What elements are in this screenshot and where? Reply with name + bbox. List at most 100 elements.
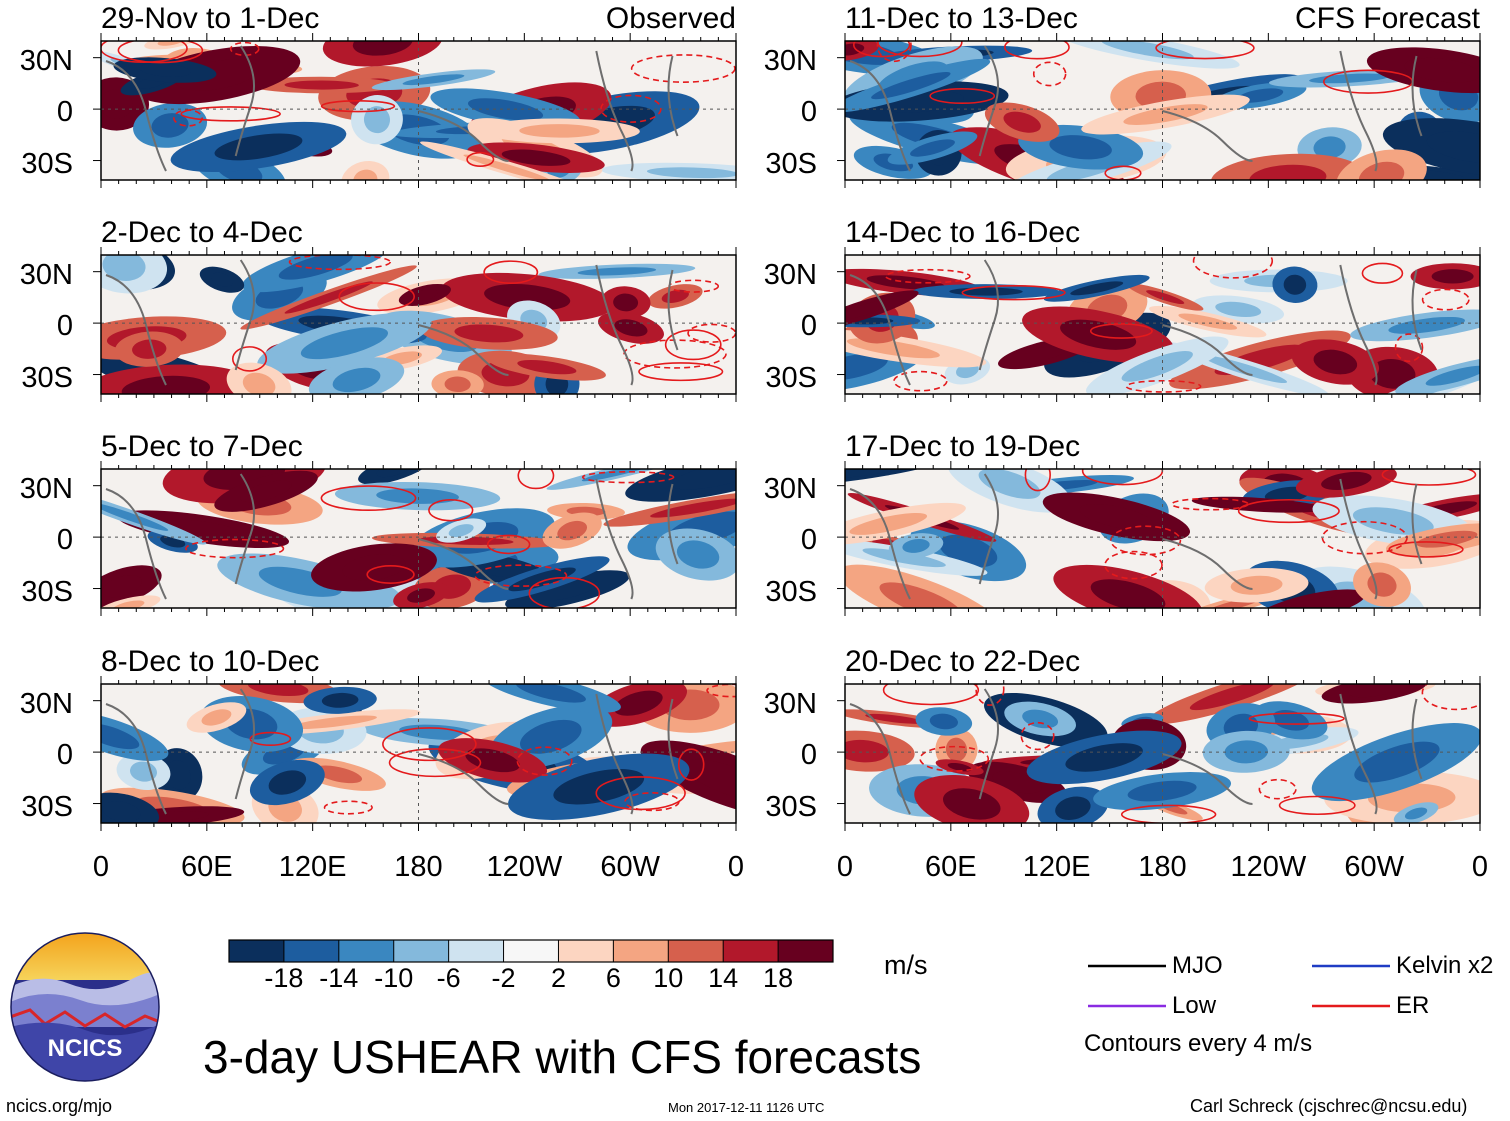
shear-core bbox=[101, 89, 133, 119]
colorbar-swatch bbox=[448, 940, 505, 962]
colorbar-swatch bbox=[778, 940, 834, 962]
coastline bbox=[978, 473, 1000, 585]
coastline bbox=[1339, 693, 1378, 815]
shear-core bbox=[376, 488, 459, 504]
colorbar-swatch bbox=[613, 940, 669, 962]
lon-label: 0 bbox=[1471, 851, 1489, 883]
shear-core bbox=[247, 684, 309, 697]
er-contour bbox=[180, 106, 281, 122]
coastline bbox=[595, 264, 634, 386]
shear-core bbox=[536, 579, 599, 601]
coastline bbox=[849, 703, 911, 815]
er-contour bbox=[884, 268, 971, 284]
er-contour bbox=[382, 727, 477, 762]
shear-core bbox=[284, 281, 373, 314]
er-contour bbox=[1020, 721, 1055, 751]
shear-core bbox=[1431, 269, 1474, 284]
panel-field bbox=[845, 469, 1480, 608]
shear-core bbox=[1178, 313, 1238, 330]
shear-core bbox=[321, 692, 359, 708]
er-contour bbox=[1171, 497, 1249, 511]
colorbar-label: 18 bbox=[763, 963, 794, 993]
er-contour bbox=[1024, 469, 1051, 492]
panel-title: 8-Dec to 10-Dec bbox=[101, 645, 320, 678]
panel-4 bbox=[93, 676, 737, 831]
shear-core bbox=[517, 359, 577, 375]
legend-label: ER bbox=[1396, 992, 1430, 1019]
er-contour bbox=[1120, 804, 1217, 823]
er-contour bbox=[919, 745, 990, 772]
panel-field bbox=[101, 684, 736, 823]
er-contour bbox=[320, 100, 396, 113]
colorbar-label: -10 bbox=[374, 963, 414, 993]
shear-core bbox=[1313, 349, 1358, 375]
coastline bbox=[234, 473, 256, 585]
coastline bbox=[1162, 753, 1253, 805]
er-contour bbox=[638, 362, 724, 382]
coastline bbox=[849, 274, 911, 386]
er-contour bbox=[1248, 712, 1345, 725]
shear-core bbox=[676, 540, 720, 569]
shear-core bbox=[501, 149, 571, 166]
shear-core bbox=[102, 575, 142, 598]
shear-core bbox=[160, 519, 247, 540]
panel-field bbox=[845, 684, 1480, 823]
er-contour bbox=[1125, 379, 1202, 393]
er-contour bbox=[1192, 255, 1274, 279]
er-contour bbox=[877, 41, 963, 58]
lat-label: 30S bbox=[765, 362, 817, 394]
colorbar-label: -6 bbox=[436, 963, 461, 993]
shear-core bbox=[210, 272, 234, 287]
shear-core bbox=[879, 582, 963, 608]
shear-core bbox=[1189, 684, 1275, 711]
panel-field bbox=[101, 469, 736, 608]
panel-1 bbox=[93, 33, 737, 188]
shear-core bbox=[240, 480, 292, 503]
shear-core bbox=[1426, 131, 1480, 164]
lat-label: 30S bbox=[765, 148, 817, 180]
lat-label: 30N bbox=[763, 473, 817, 505]
shear-core bbox=[268, 770, 307, 795]
coastline bbox=[667, 269, 679, 351]
shear-core bbox=[1358, 161, 1405, 180]
er-contour bbox=[1278, 795, 1356, 816]
coastline bbox=[418, 538, 509, 590]
coastline bbox=[595, 50, 634, 172]
shear-core bbox=[1060, 319, 1137, 350]
shear-core bbox=[902, 538, 930, 553]
lat-label: 0 bbox=[800, 310, 817, 342]
shear-core bbox=[1070, 281, 1124, 296]
colorbar-swatch bbox=[723, 940, 779, 962]
colorbar-label: -18 bbox=[264, 963, 304, 993]
colorbar-frame bbox=[228, 939, 834, 963]
colorbar-label: -14 bbox=[319, 963, 359, 993]
shear-core bbox=[520, 719, 582, 754]
shear-core bbox=[1321, 471, 1372, 491]
figure-title: 3-day USHEAR with CFS forecasts bbox=[203, 1031, 922, 1083]
shear-core bbox=[1079, 503, 1154, 530]
shear-core bbox=[258, 566, 342, 597]
panel-6 bbox=[837, 247, 1481, 402]
shear-core bbox=[1049, 135, 1112, 160]
footer-url[interactable]: ncics.org/mjo bbox=[6, 1096, 113, 1116]
shear-core bbox=[1283, 597, 1339, 608]
shear-core bbox=[1425, 365, 1480, 386]
er-contour bbox=[852, 41, 911, 58]
shear-core bbox=[845, 43, 865, 56]
legend-label: Kelvin x2 bbox=[1396, 952, 1494, 979]
panel-field bbox=[101, 41, 736, 180]
coastline bbox=[1162, 538, 1253, 590]
shear-core bbox=[314, 765, 363, 784]
coastline bbox=[1339, 50, 1378, 172]
colorbar-label: -2 bbox=[491, 963, 516, 993]
coastline bbox=[1411, 55, 1423, 137]
shear-core bbox=[1090, 579, 1166, 608]
panel-tag: Observed bbox=[605, 2, 736, 35]
er-contour bbox=[1110, 525, 1182, 556]
colorbar-swatch bbox=[338, 940, 395, 962]
shear-core bbox=[444, 376, 471, 393]
footer-credit: Carl Schreck (cjschrec@ncsu.edu) bbox=[1190, 1096, 1468, 1116]
er-contour bbox=[1258, 778, 1297, 800]
shear-core bbox=[1249, 164, 1327, 180]
